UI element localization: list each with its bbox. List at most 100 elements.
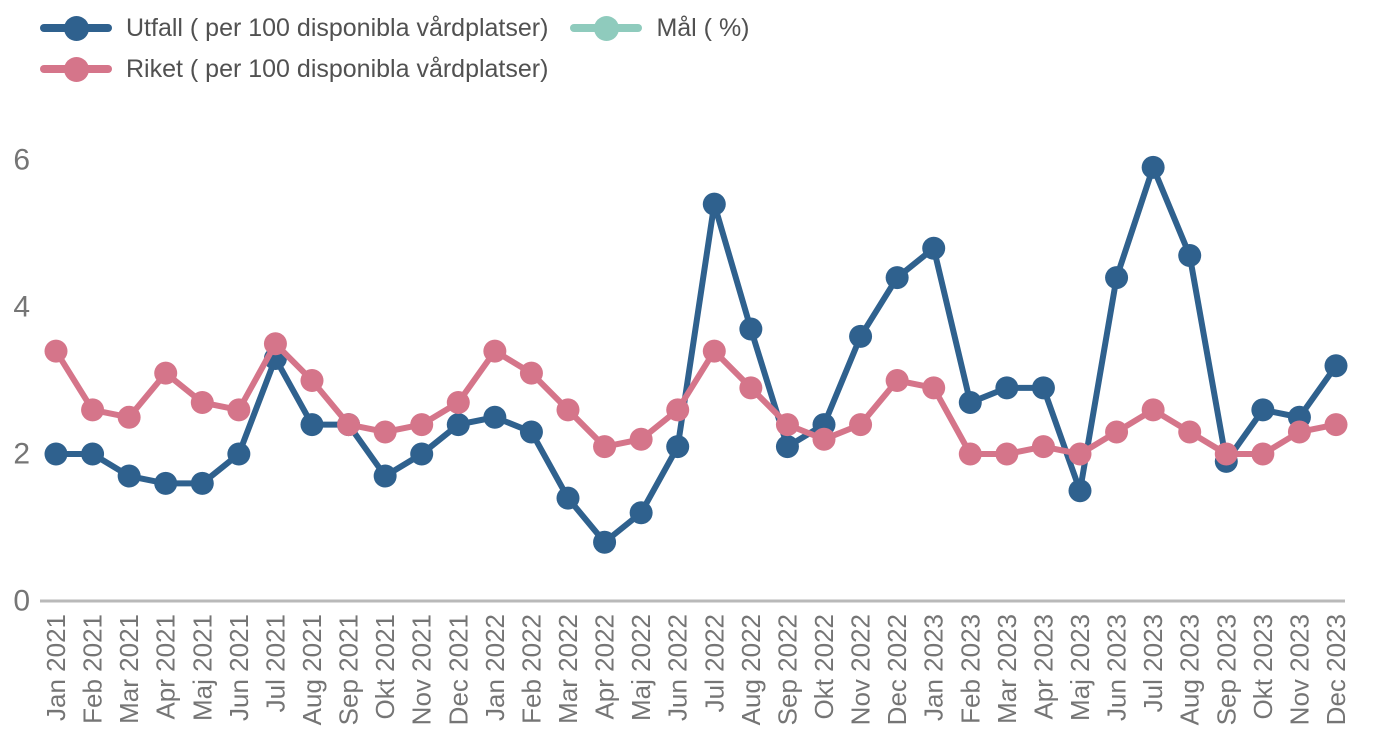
data-point[interactable]: [446, 413, 470, 437]
x-tick-label: Maj 2021: [187, 614, 217, 721]
data-point[interactable]: [446, 391, 470, 415]
data-point[interactable]: [373, 464, 397, 488]
data-point[interactable]: [1287, 420, 1311, 444]
data-point[interactable]: [739, 376, 763, 400]
data-point[interactable]: [666, 435, 690, 459]
data-point[interactable]: [739, 317, 763, 341]
data-point[interactable]: [1105, 266, 1129, 290]
data-point[interactable]: [410, 442, 434, 466]
data-point[interactable]: [995, 442, 1019, 466]
data-point[interactable]: [154, 361, 178, 385]
data-point[interactable]: [1178, 420, 1202, 444]
data-point[interactable]: [1214, 442, 1238, 466]
data-point[interactable]: [958, 442, 982, 466]
x-tick-label: Jun 2022: [663, 614, 693, 721]
legend-row-1: Utfall ( per 100 disponibla vårdplatser)…: [40, 12, 1140, 44]
data-point[interactable]: [593, 530, 617, 554]
data-point[interactable]: [1178, 244, 1202, 268]
data-point[interactable]: [702, 339, 726, 363]
data-point[interactable]: [922, 376, 946, 400]
data-point[interactable]: [629, 427, 653, 451]
data-point[interactable]: [483, 405, 507, 429]
data-point[interactable]: [1251, 442, 1275, 466]
x-tick-label: Apr 2023: [1028, 614, 1058, 720]
data-point[interactable]: [1105, 420, 1129, 444]
data-point[interactable]: [81, 398, 105, 422]
x-tick-label: Feb 2022: [516, 614, 546, 724]
x-tick-label: Aug 2021: [297, 614, 327, 725]
x-tick-label: Jul 2022: [699, 614, 729, 712]
data-point[interactable]: [812, 427, 836, 451]
legend-label-utfall: Utfall ( per 100 disponibla vårdplatser): [126, 13, 549, 42]
data-point[interactable]: [300, 369, 324, 392]
data-point[interactable]: [373, 420, 397, 444]
data-point[interactable]: [629, 501, 653, 525]
data-point[interactable]: [1031, 376, 1055, 400]
x-tick-label: Aug 2022: [736, 614, 766, 725]
data-point[interactable]: [337, 413, 361, 437]
data-point[interactable]: [958, 391, 982, 415]
data-point[interactable]: [775, 413, 799, 437]
data-point[interactable]: [154, 471, 178, 495]
data-point[interactable]: [1141, 398, 1165, 422]
legend-item-mal[interactable]: Mål ( %): [570, 12, 750, 44]
x-tick-label: Dec 2021: [443, 614, 473, 725]
data-point[interactable]: [81, 442, 105, 466]
y-tick-label: 2: [13, 438, 30, 471]
x-tick-label: Dec 2023: [1321, 614, 1351, 725]
x-tick-label: Maj 2023: [1065, 614, 1095, 721]
y-tick-label: 0: [13, 585, 30, 618]
data-point[interactable]: [263, 332, 287, 356]
x-tick-label: Dec 2022: [882, 614, 912, 725]
data-point[interactable]: [1324, 354, 1348, 378]
data-point[interactable]: [1068, 479, 1092, 503]
data-point[interactable]: [556, 398, 580, 422]
data-point[interactable]: [190, 391, 214, 415]
data-point[interactable]: [593, 435, 617, 459]
data-point[interactable]: [849, 413, 873, 437]
x-tick-label: Sep 2021: [334, 614, 364, 725]
legend-dot-icon: [63, 15, 89, 41]
legend-line-marker-icon: [570, 15, 643, 41]
data-point[interactable]: [227, 398, 251, 422]
data-point[interactable]: [117, 464, 141, 488]
data-point[interactable]: [885, 266, 909, 290]
data-point[interactable]: [410, 413, 434, 437]
data-point[interactable]: [849, 324, 873, 348]
data-point[interactable]: [995, 376, 1019, 400]
data-point[interactable]: [44, 339, 68, 363]
data-point[interactable]: [922, 236, 946, 260]
legend-item-riket[interactable]: Riket ( per 100 disponibla vårdplatser): [40, 53, 548, 85]
data-point[interactable]: [519, 361, 543, 385]
legend-label-riket: Riket ( per 100 disponibla vårdplatser): [126, 54, 549, 83]
data-point[interactable]: [702, 192, 726, 216]
data-point[interactable]: [1031, 435, 1055, 459]
data-point[interactable]: [227, 442, 251, 466]
data-point[interactable]: [117, 405, 141, 429]
x-tick-label: Jan 2023: [919, 614, 949, 721]
legend-item-utfall[interactable]: Utfall ( per 100 disponibla vårdplatser): [40, 12, 548, 44]
series-line: [53, 164, 1339, 546]
series-riket: [44, 332, 1348, 466]
data-point[interactable]: [556, 486, 580, 510]
data-point[interactable]: [1068, 442, 1092, 466]
data-point[interactable]: [1324, 413, 1348, 437]
x-tick-label: Jan 2022: [480, 614, 510, 721]
x-tick-label: Aug 2023: [1175, 614, 1205, 725]
data-point[interactable]: [300, 413, 324, 437]
x-tick-label: Okt 2021: [370, 614, 400, 720]
data-point[interactable]: [666, 398, 690, 422]
legend-dot-icon: [63, 56, 89, 82]
data-point[interactable]: [483, 339, 507, 363]
data-point[interactable]: [190, 471, 214, 495]
data-point[interactable]: [775, 435, 799, 459]
data-point[interactable]: [885, 369, 909, 392]
data-point[interactable]: [519, 420, 543, 444]
data-point[interactable]: [1141, 155, 1165, 179]
x-tick-label: Jul 2023: [1138, 614, 1168, 712]
data-point[interactable]: [44, 442, 68, 466]
legend-line-marker-icon: [40, 15, 112, 41]
data-point[interactable]: [1251, 398, 1275, 422]
